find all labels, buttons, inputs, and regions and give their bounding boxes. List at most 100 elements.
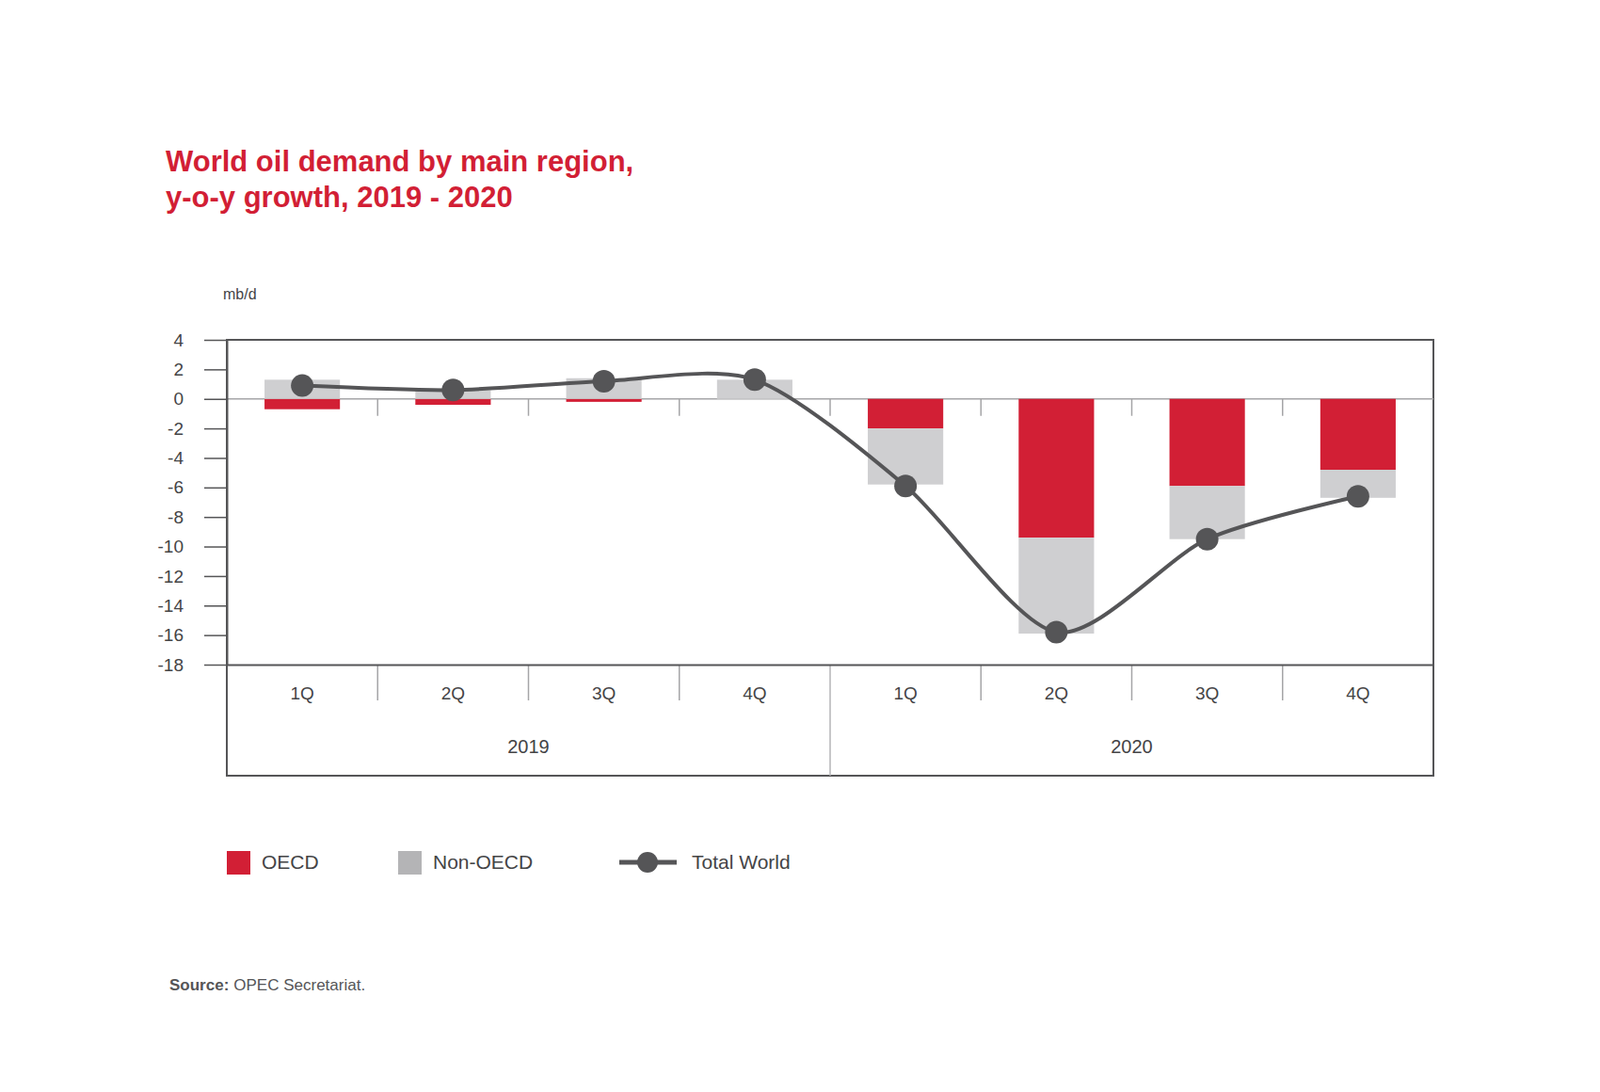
x-tick-label: 1Q bbox=[893, 683, 917, 704]
y-tick-mark bbox=[204, 368, 227, 371]
source: Source:OPEC Secretariat. bbox=[169, 976, 366, 994]
y-tick-label: 0 bbox=[173, 388, 184, 409]
y-tick: -8 bbox=[167, 507, 227, 528]
x-axis-line bbox=[227, 664, 1435, 667]
y-tick-label: 4 bbox=[173, 330, 184, 351]
x-tick: 4Q bbox=[1345, 664, 1370, 704]
y-tick-mark bbox=[204, 457, 227, 460]
marker bbox=[1346, 484, 1370, 508]
y-tick-mark bbox=[204, 664, 227, 667]
category-separator bbox=[528, 664, 530, 701]
y-tick: -12 bbox=[158, 565, 227, 586]
bar bbox=[1169, 399, 1246, 487]
y-tick-mark bbox=[204, 428, 227, 431]
x-group-label: 2020 bbox=[1110, 736, 1153, 757]
category-separator bbox=[980, 664, 983, 701]
y-tick: 4 bbox=[173, 330, 227, 351]
y-tick-label: -16 bbox=[158, 624, 184, 645]
zero-tick bbox=[980, 399, 983, 416]
marker bbox=[592, 369, 616, 393]
y-tick-label: -8 bbox=[167, 507, 184, 528]
y-axis-title: mb/d bbox=[223, 286, 257, 303]
chart: World oil demand by main region,y-o-y gr… bbox=[0, 0, 1600, 1092]
marker bbox=[1044, 621, 1068, 644]
y-tick: 0 bbox=[173, 388, 227, 409]
x-tick: 2Q bbox=[1044, 664, 1069, 704]
y-tick-label: -18 bbox=[158, 655, 184, 675]
legend-swatch bbox=[398, 850, 422, 875]
y-tick-mark bbox=[204, 487, 227, 490]
x-tick-label: 4Q bbox=[1345, 683, 1370, 704]
legend-swatch bbox=[226, 850, 251, 875]
zero-tick bbox=[1131, 399, 1134, 416]
y-tick-mark bbox=[204, 605, 227, 608]
x-tick: 2Q bbox=[441, 664, 465, 704]
zero-tick bbox=[1281, 399, 1284, 416]
y-tick: -16 bbox=[158, 624, 227, 645]
plot-frame bbox=[226, 339, 1434, 776]
legend-marker bbox=[637, 851, 658, 873]
y-tick: -6 bbox=[167, 477, 227, 497]
zero-tick bbox=[829, 399, 832, 416]
y-axis: 4 2 0 -2 -4 -6 -8 -10 -12 -14 -16 -18 bbox=[158, 330, 228, 675]
y-tick-label: -2 bbox=[167, 418, 184, 439]
y-tick-mark bbox=[204, 339, 227, 342]
source-label: Source: bbox=[169, 976, 229, 994]
marker bbox=[441, 378, 464, 401]
title: y-o-y growth, 2019 - 2020 bbox=[165, 180, 513, 214]
legend-label: Total World bbox=[691, 850, 791, 873]
y-tick-mark bbox=[204, 545, 227, 548]
x-tick: 4Q bbox=[742, 664, 767, 704]
x-tick-label: 1Q bbox=[289, 683, 314, 704]
y-tick: -2 bbox=[167, 418, 227, 439]
category-separator bbox=[829, 664, 832, 776]
y-tick-label: -6 bbox=[167, 477, 184, 497]
x-tick: 3Q bbox=[592, 664, 616, 704]
y-tick: 2 bbox=[173, 359, 227, 380]
legend: OECDNon-OECDTotal World bbox=[226, 850, 791, 875]
markers bbox=[290, 368, 1370, 643]
bar bbox=[1018, 399, 1094, 538]
plot-area bbox=[264, 368, 1396, 643]
x-tick: 1Q bbox=[289, 664, 314, 704]
bar bbox=[264, 399, 340, 410]
y-tick-label: -12 bbox=[158, 565, 184, 586]
y-tick: -4 bbox=[167, 448, 227, 468]
category-separator bbox=[1131, 664, 1134, 701]
zero-tick bbox=[678, 399, 681, 416]
x-axis: 1Q 2Q 3Q 4Q 1Q 2Q 3Q 4Q bbox=[227, 664, 1435, 704]
legend-label: OECD bbox=[261, 850, 320, 873]
y-tick-label: -4 bbox=[167, 448, 184, 468]
y-tick-mark bbox=[204, 516, 227, 519]
y-tick-label: 2 bbox=[173, 359, 184, 380]
marker bbox=[743, 368, 767, 391]
marker bbox=[1196, 528, 1219, 551]
x-tick-label: 4Q bbox=[742, 683, 767, 704]
y-axis-line bbox=[226, 340, 229, 666]
y-tick-mark bbox=[204, 576, 227, 578]
zero-tick bbox=[377, 399, 380, 416]
x-tick: 3Q bbox=[1195, 664, 1219, 704]
x-tick-label: 3Q bbox=[1195, 683, 1219, 704]
y-tick-label: -14 bbox=[158, 595, 185, 616]
source-text: OPEC Secretariat. bbox=[233, 976, 366, 994]
y-tick-mark bbox=[204, 634, 227, 637]
zero-tick bbox=[528, 399, 530, 416]
x-tick-label: 3Q bbox=[592, 683, 616, 704]
bar-series bbox=[264, 378, 1396, 634]
marker bbox=[894, 474, 917, 497]
bar bbox=[1320, 399, 1396, 470]
category-separator bbox=[678, 664, 681, 701]
category-separator bbox=[377, 664, 380, 701]
y-tick: -10 bbox=[158, 536, 227, 557]
y-tick-mark bbox=[204, 398, 227, 400]
bar bbox=[566, 399, 642, 402]
x-tick-label: 2Q bbox=[441, 683, 465, 704]
x-tick-label: 2Q bbox=[1044, 683, 1069, 704]
bar bbox=[867, 399, 944, 429]
x-tick: 1Q bbox=[893, 664, 917, 704]
x-group-label: 2019 bbox=[507, 736, 550, 757]
y-tick-label: -10 bbox=[158, 536, 184, 557]
y-tick: -18 bbox=[158, 655, 227, 675]
marker bbox=[290, 374, 314, 398]
